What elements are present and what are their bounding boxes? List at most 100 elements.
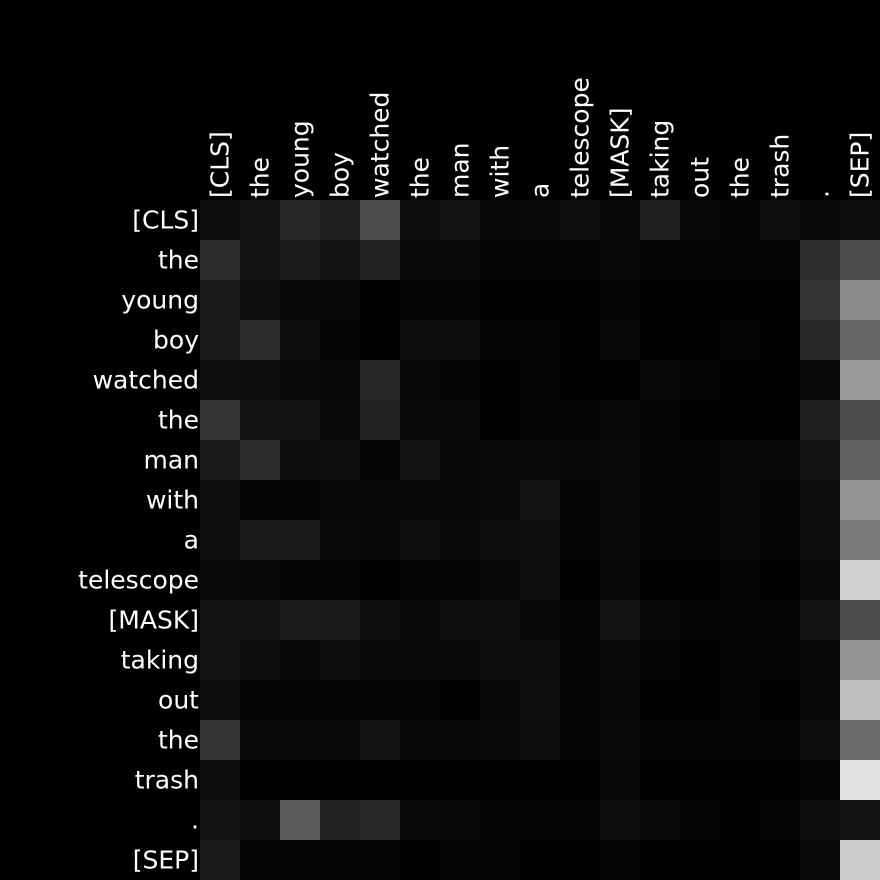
heatmap-cell (680, 640, 720, 680)
heatmap-cell (640, 600, 680, 640)
heatmap-cell (480, 440, 520, 480)
heatmap-cell (440, 760, 480, 800)
heatmap-cell (280, 680, 320, 720)
heatmap-cell (200, 800, 240, 840)
heatmap-cell (440, 200, 480, 240)
heatmap-cell (320, 400, 360, 440)
heatmap-cell (720, 680, 760, 720)
heatmap-cell (640, 560, 680, 600)
heatmap-cell (280, 440, 320, 480)
heatmap-cell (760, 480, 800, 520)
y-tick-label: young (121, 286, 199, 315)
heatmap-cell (760, 640, 800, 680)
heatmap-cell (840, 440, 880, 480)
heatmap-cell (680, 280, 720, 320)
heatmap-cell (840, 640, 880, 680)
heatmap-cell (200, 720, 240, 760)
heatmap-cell (760, 560, 800, 600)
heatmap-cell (600, 440, 640, 480)
heatmap-cell (200, 200, 240, 240)
heatmap-cell (320, 280, 360, 320)
heatmap-cell (240, 320, 280, 360)
heatmap-cell (240, 520, 280, 560)
heatmap-cell (280, 240, 320, 280)
heatmap-cell (280, 560, 320, 600)
heatmap-cell (840, 480, 880, 520)
heatmap-cell (440, 640, 480, 680)
heatmap-cell (640, 480, 680, 520)
heatmap-cell (280, 840, 320, 880)
heatmap-cell (520, 760, 560, 800)
heatmap-cell (800, 400, 840, 440)
heatmap-cell (680, 840, 720, 880)
heatmap-cell (800, 520, 840, 560)
heatmap-cell (200, 560, 240, 600)
heatmap-cell (440, 480, 480, 520)
heatmap-cell (520, 640, 560, 680)
heatmap-cell (480, 320, 520, 360)
heatmap-cell (400, 440, 440, 480)
heatmap-cell (800, 480, 840, 520)
heatmap-cell (560, 800, 600, 840)
heatmap-cell (560, 240, 600, 280)
heatmap-cell (280, 320, 320, 360)
heatmap-cell (760, 520, 800, 560)
heatmap-cell (680, 760, 720, 800)
heatmap-cell (480, 560, 520, 600)
heatmap-cell (480, 800, 520, 840)
heatmap-cell (760, 800, 800, 840)
heatmap-cell (840, 400, 880, 440)
heatmap-cell (400, 280, 440, 320)
heatmap-cell (560, 200, 600, 240)
heatmap-cell (440, 520, 480, 560)
heatmap-cell (520, 560, 560, 600)
heatmap-cell (840, 240, 880, 280)
y-tick-label: telescope (78, 566, 199, 595)
x-tick-label: taking (646, 120, 675, 198)
heatmap-cell (360, 480, 400, 520)
heatmap-cell (320, 640, 360, 680)
x-tick-label: man (446, 142, 475, 198)
heatmap-cell (840, 520, 880, 560)
heatmap-cell (600, 600, 640, 640)
heatmap-cell (760, 680, 800, 720)
y-tick-label: man (143, 446, 199, 475)
heatmap-cell (320, 720, 360, 760)
x-tick-label: [CLS] (206, 131, 235, 198)
heatmap-cell (360, 600, 400, 640)
heatmap-cell (640, 400, 680, 440)
heatmap-cell (240, 560, 280, 600)
y-tick-label: watched (93, 366, 199, 395)
heatmap-cell (400, 840, 440, 880)
heatmap-cell (240, 680, 280, 720)
heatmap-cell (600, 680, 640, 720)
heatmap-cell (400, 480, 440, 520)
y-tick-label: [SEP] (133, 846, 199, 875)
heatmap-cell (480, 400, 520, 440)
heatmap-cell (200, 360, 240, 400)
heatmap-cell (680, 480, 720, 520)
heatmap-cell (240, 480, 280, 520)
heatmap-cell (400, 520, 440, 560)
x-tick-label: out (686, 157, 715, 198)
y-tick-label: trash (135, 766, 199, 795)
heatmap-cell (560, 440, 600, 480)
y-tick-label: the (158, 406, 199, 435)
heatmap-cell (840, 320, 880, 360)
heatmap-cell (240, 360, 280, 400)
heatmap-cell (240, 200, 280, 240)
heatmap-cell (280, 800, 320, 840)
heatmap-cell (680, 720, 720, 760)
heatmap-cell (480, 360, 520, 400)
heatmap-cell (320, 240, 360, 280)
heatmap-cell (560, 680, 600, 720)
heatmap-cell (520, 440, 560, 480)
heatmap-cell (600, 800, 640, 840)
y-tick-label: boy (153, 326, 199, 355)
y-tick-labels: [CLS] the young boy watched the man with a telesc… (78, 206, 199, 875)
heatmap-cell (560, 400, 600, 440)
heatmap-cell (600, 560, 640, 600)
heatmap-cell (280, 520, 320, 560)
heatmap-cell (600, 280, 640, 320)
y-tick-label: with (146, 486, 199, 515)
